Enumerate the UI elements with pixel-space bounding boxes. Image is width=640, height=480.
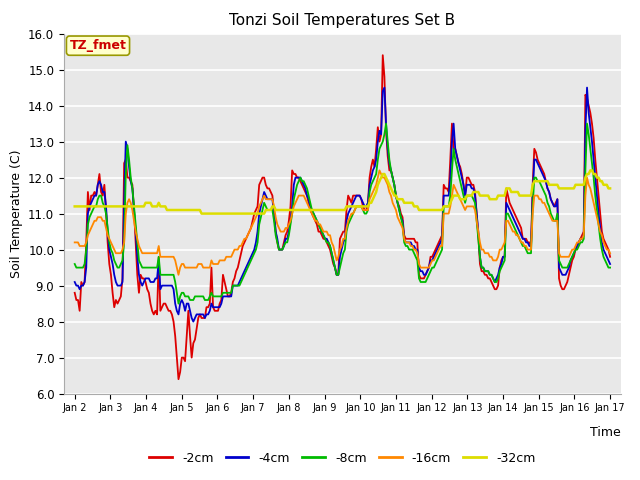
Y-axis label: Soil Temperature (C): Soil Temperature (C) — [10, 149, 22, 278]
Legend: -2cm, -4cm, -8cm, -16cm, -32cm: -2cm, -4cm, -8cm, -16cm, -32cm — [145, 447, 540, 469]
Title: Tonzi Soil Temperatures Set B: Tonzi Soil Temperatures Set B — [229, 13, 456, 28]
Text: TZ_fmet: TZ_fmet — [70, 39, 127, 52]
Text: Time: Time — [590, 426, 621, 439]
